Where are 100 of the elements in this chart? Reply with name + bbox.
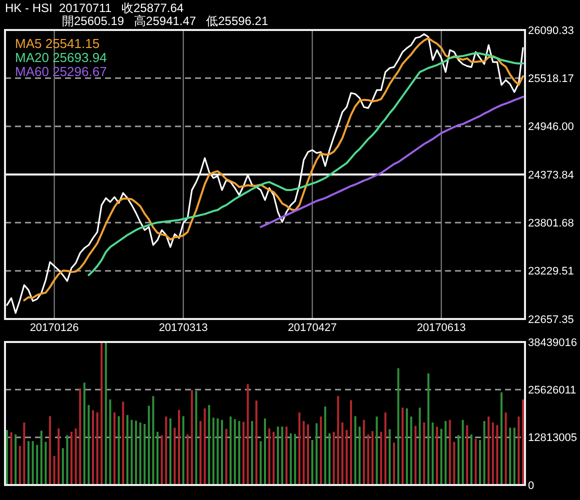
x-tick-label: 20170126	[30, 322, 79, 334]
bar	[208, 405, 210, 485]
bar	[492, 422, 494, 485]
y-tick-label: 25518.17	[528, 73, 574, 86]
bar	[92, 410, 94, 485]
bar	[130, 420, 133, 485]
y-tick-label: 38439016	[528, 336, 577, 349]
bar	[294, 434, 296, 485]
bar	[122, 402, 124, 485]
bar	[479, 440, 481, 485]
bar	[212, 418, 214, 485]
bar	[380, 432, 382, 485]
y-tick-label: 24373.84	[528, 169, 574, 182]
bar	[10, 432, 12, 485]
bar	[414, 426, 416, 485]
bar	[49, 416, 51, 485]
y-tick-label: 23229.51	[528, 266, 574, 278]
bar	[462, 420, 464, 485]
bar	[453, 442, 456, 485]
bar	[500, 392, 502, 485]
bar	[156, 432, 158, 485]
bar	[276, 426, 279, 485]
bar	[316, 423, 318, 485]
bar	[367, 434, 370, 485]
bar	[83, 382, 86, 485]
bar	[272, 432, 275, 485]
bar	[483, 421, 486, 485]
bar	[246, 384, 249, 485]
bar	[509, 428, 512, 485]
bar	[384, 412, 386, 485]
bar	[290, 433, 292, 485]
bar	[311, 440, 314, 485]
bar	[522, 399, 524, 485]
bar	[251, 421, 254, 485]
bar	[135, 420, 137, 485]
bar	[14, 434, 17, 485]
bar	[40, 430, 42, 485]
bar	[62, 448, 64, 485]
y-tick-label: 12813005	[528, 432, 577, 444]
bar	[74, 428, 77, 485]
y-tick-label: 23801.68	[528, 218, 574, 230]
bar	[470, 434, 472, 485]
bar	[298, 412, 300, 485]
bar	[388, 429, 391, 485]
bar	[165, 416, 168, 485]
bar	[148, 406, 150, 485]
bar	[126, 415, 128, 485]
bar	[518, 416, 520, 485]
bar	[372, 431, 374, 485]
y-tick-label: 26090.33	[528, 24, 574, 37]
bar	[302, 421, 305, 485]
bar	[406, 408, 408, 485]
bar	[53, 456, 56, 485]
bar	[418, 408, 421, 485]
x-tick-label: 20170427	[288, 322, 337, 334]
bar	[324, 406, 326, 485]
bar	[204, 408, 206, 485]
bar	[152, 396, 154, 485]
chart-title: HK - HSI 20170711 收25877.64	[5, 1, 184, 15]
bar	[160, 435, 163, 485]
bar	[260, 441, 262, 485]
bar	[178, 410, 180, 485]
bar	[488, 416, 490, 485]
bar	[100, 342, 103, 485]
bar	[332, 432, 335, 485]
x-tick-label: 20170613	[416, 322, 466, 334]
bar	[18, 446, 21, 485]
bar	[238, 421, 240, 485]
bar	[354, 416, 356, 485]
bar	[190, 390, 193, 485]
bar	[350, 400, 352, 485]
bar	[182, 416, 184, 485]
bar	[186, 434, 189, 485]
bar	[410, 416, 412, 485]
bar	[225, 428, 228, 485]
y-tick-label: 24946.00	[528, 121, 574, 134]
bar	[264, 418, 266, 485]
bar	[234, 419, 236, 485]
bar	[328, 433, 330, 485]
bar	[114, 412, 116, 485]
chart-subtitle: 開25605.19 高25941.47 低25596.21	[62, 14, 268, 28]
bar	[362, 420, 365, 485]
bar	[109, 399, 112, 485]
bar	[440, 428, 442, 485]
bar	[286, 426, 288, 485]
bar	[496, 425, 498, 485]
bar	[6, 430, 8, 485]
bar	[307, 424, 309, 485]
bar	[402, 408, 404, 485]
bar	[216, 418, 219, 485]
bar	[88, 405, 90, 485]
bar	[474, 438, 477, 485]
bar	[436, 426, 438, 485]
bar	[23, 422, 26, 485]
bar	[376, 416, 378, 485]
bar	[139, 422, 142, 485]
bar	[66, 435, 68, 485]
bar	[337, 396, 340, 485]
y-tick-label: 0	[528, 480, 534, 492]
bar	[36, 444, 38, 485]
